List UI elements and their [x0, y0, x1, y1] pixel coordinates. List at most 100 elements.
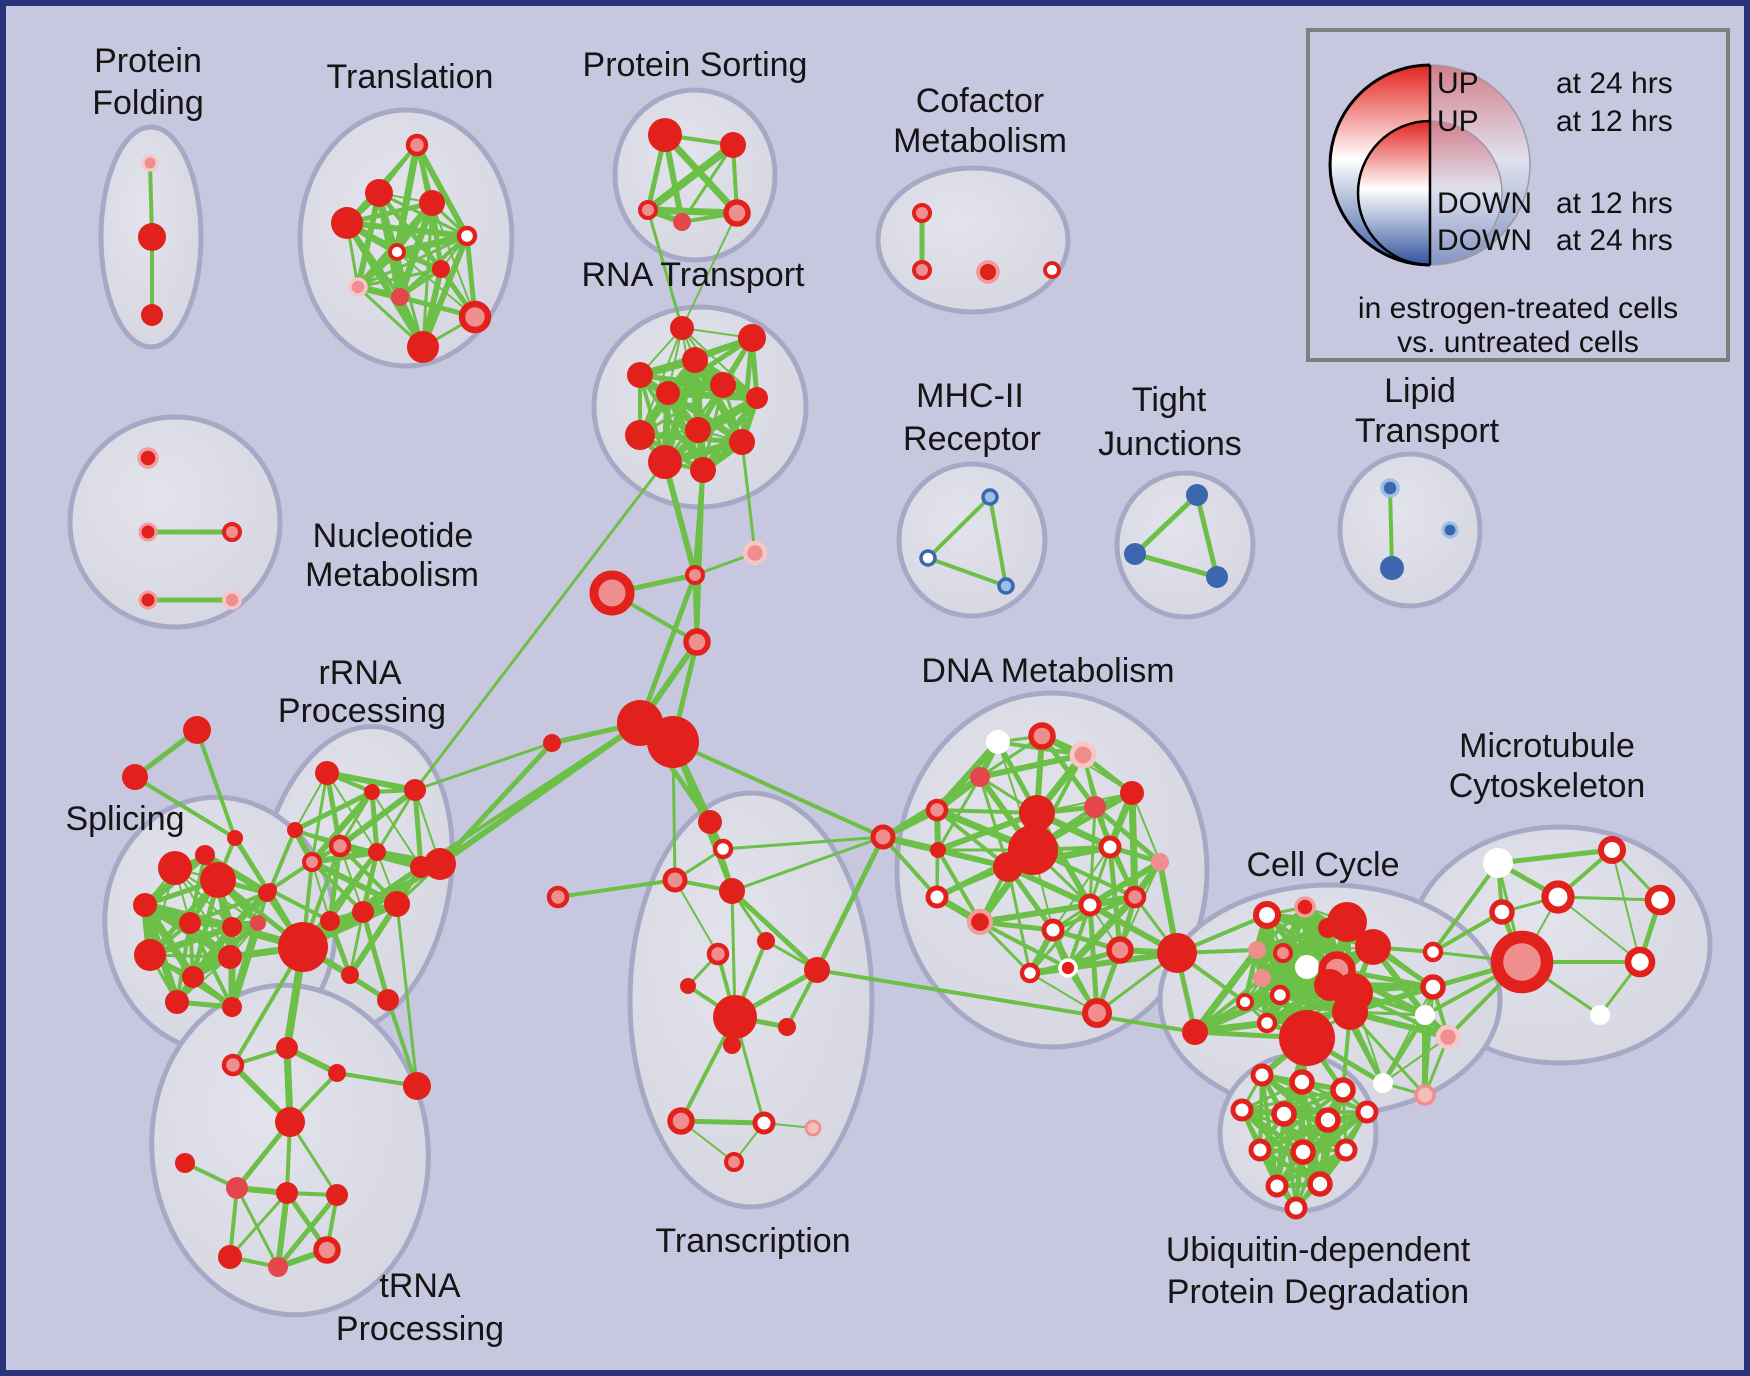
cluster-label-tight-junctions: Tight — [1132, 381, 1207, 419]
cluster-label-lipid-transport: Lipid — [1384, 372, 1456, 410]
gene-node — [141, 304, 163, 326]
gene-node — [1058, 958, 1078, 978]
interaction-edge — [1052, 846, 1111, 931]
gene-node — [746, 387, 768, 409]
gene-node — [1069, 741, 1097, 769]
gene-node — [1380, 556, 1404, 580]
gene-node — [656, 381, 680, 405]
gene-node — [458, 300, 492, 334]
interaction-edge — [647, 206, 738, 217]
gene-node — [183, 716, 211, 744]
interaction-edge — [978, 776, 1010, 868]
gene-node — [981, 488, 999, 506]
gene-node — [685, 417, 711, 443]
interaction-edge — [309, 790, 375, 864]
interaction-edge — [1431, 910, 1504, 954]
gene-node — [1269, 984, 1291, 1006]
gene-node — [1489, 899, 1515, 925]
gene-node — [1043, 261, 1061, 279]
interaction-edge — [816, 968, 1196, 1034]
interaction-edge — [1065, 894, 1138, 971]
interaction-edge — [395, 903, 419, 1087]
legend-direction-label: UP — [1437, 105, 1479, 138]
cluster-label-trna-processing: tRNA — [379, 1267, 461, 1305]
interaction-edge — [293, 789, 374, 833]
gene-node — [919, 549, 937, 567]
interaction-edge — [1093, 805, 1162, 864]
interaction-edge — [276, 1193, 339, 1269]
gene-node — [1415, 1005, 1435, 1025]
gene-node — [320, 911, 340, 931]
legend-caption: in estrogen-treated cells — [1358, 292, 1678, 325]
gene-node — [1248, 1138, 1272, 1162]
gene-node — [648, 445, 682, 479]
gene-node — [302, 852, 322, 872]
gene-node — [752, 1111, 776, 1135]
cluster-label-protein-folding: Folding — [92, 84, 204, 122]
interaction-edge — [1261, 1073, 1368, 1114]
cluster-bubble-lipid-transport — [1337, 451, 1483, 609]
cluster-label-lipid-transport: Transport — [1355, 412, 1500, 450]
gene-node — [407, 331, 439, 363]
gene-node — [682, 347, 708, 373]
gene-node — [993, 852, 1023, 882]
interaction-edge — [1039, 734, 1098, 809]
gene-node — [1414, 1084, 1436, 1106]
cluster-label-ubiquitin-degradation: Ubiquitin-dependent — [1166, 1231, 1471, 1269]
interaction-edge — [414, 741, 553, 792]
gene-node — [1327, 902, 1367, 942]
cluster-label-cofactor-metabolism: Cofactor — [916, 82, 1045, 120]
cluster-label-microtubule-cytoskeleton: Cytoskeleton — [1449, 767, 1646, 805]
gene-node — [1019, 795, 1055, 831]
gene-node — [683, 628, 711, 656]
interaction-edge — [722, 835, 884, 851]
interaction-edge — [645, 141, 736, 214]
gene-node — [543, 734, 561, 752]
gene-node — [1422, 941, 1444, 963]
gene-node — [757, 932, 775, 950]
gene-node — [1123, 885, 1147, 909]
gene-node — [388, 243, 406, 261]
gene-node — [315, 761, 339, 785]
interaction-edge — [310, 860, 365, 914]
gene-node — [925, 798, 949, 822]
interaction-edge — [1006, 864, 1092, 908]
gene-node — [1490, 930, 1554, 994]
interaction-edge — [1133, 493, 1199, 556]
cluster-label-translation: Translation — [327, 58, 494, 96]
gene-node — [368, 843, 386, 861]
gene-node — [719, 878, 745, 904]
interaction-edge — [637, 574, 698, 724]
interaction-edge — [1255, 905, 1307, 952]
layer-legend: UP at 24 hrs UP at 12 hrs DOWN at 12 hrs DOWN a… — [1306, 28, 1730, 362]
gene-node — [729, 429, 755, 455]
gene-node — [1230, 1098, 1254, 1122]
gene-node — [1355, 929, 1391, 965]
cluster-label-dna-metabolism: DNA Metabolism — [921, 652, 1174, 690]
interaction-edge — [228, 1192, 289, 1258]
cluster-label-splicing: Splicing — [65, 800, 184, 838]
gene-node — [690, 457, 716, 483]
gene-node — [1082, 998, 1112, 1028]
interaction-edge — [326, 770, 416, 793]
gene-node — [997, 577, 1015, 595]
interaction-edge — [639, 327, 683, 436]
gene-node — [278, 922, 328, 972]
gene-node — [1182, 1019, 1208, 1045]
gene-node — [625, 420, 655, 450]
interaction-edge — [328, 851, 379, 922]
gene-node — [976, 260, 1000, 284]
gene-node — [419, 190, 445, 216]
gene-node — [912, 203, 932, 223]
gene-node — [546, 885, 570, 909]
gene-node — [341, 966, 359, 984]
gene-node — [179, 912, 201, 934]
gene-node — [912, 260, 932, 280]
gene-node — [222, 522, 242, 542]
cluster-label-microtubule-cytoskeleton: Microtubule — [1459, 727, 1635, 765]
interaction-edge — [731, 835, 884, 893]
gene-node — [724, 1152, 744, 1172]
interaction-edge — [927, 556, 1007, 588]
cluster-label-tight-junctions: Junctions — [1098, 425, 1242, 463]
